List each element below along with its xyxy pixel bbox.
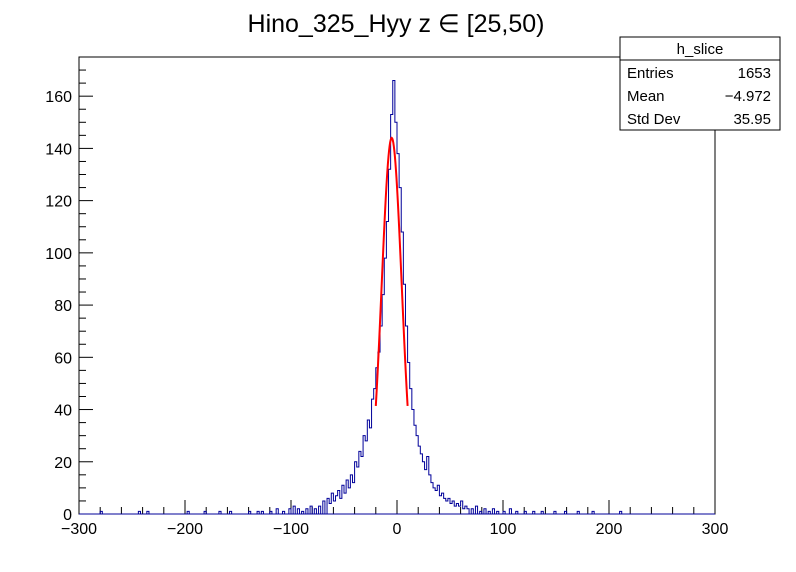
x-tick-label: −300 — [61, 521, 97, 538]
fit-curve — [374, 136, 409, 406]
stats-box: h_slice Entries 1653 Mean −4.972 Std Dev… — [619, 36, 781, 131]
y-tick-label: 140 — [45, 141, 72, 158]
y-tick-label: 160 — [45, 89, 72, 106]
stats-mean-label: Mean — [627, 88, 665, 105]
y-tick-label: 120 — [45, 194, 72, 211]
stats-box-frame — [619, 36, 781, 131]
x-axis: −300 −200 −100 0 100 200 300 — [61, 500, 728, 538]
y-tick-label: 40 — [54, 403, 72, 420]
y-axis: 0 20 40 60 80 100 120 140 160 — [45, 56, 93, 524]
chart-title: Hino_325_Hyy z ∈ [25,50) — [248, 10, 545, 38]
x-tick-label: 0 — [393, 521, 402, 538]
stats-entries-value: 1653 — [738, 65, 771, 82]
chart-title-range: [25,50) — [460, 10, 545, 38]
stats-mean-value: −4.972 — [725, 88, 771, 105]
stats-title: h_slice — [677, 41, 724, 58]
y-tick-label: 0 — [63, 507, 72, 524]
gaussian-fit — [374, 136, 409, 406]
y-tick-label: 80 — [54, 298, 72, 315]
y-tick-label: 20 — [54, 455, 72, 472]
stats-entries-label: Entries — [627, 65, 674, 82]
x-tick-label: −100 — [273, 521, 309, 538]
y-tick-label: 60 — [54, 350, 72, 367]
histogram-series — [79, 80, 715, 515]
x-tick-label: −200 — [167, 521, 203, 538]
stats-stddev-label: Std Dev — [627, 111, 681, 128]
x-tick-label: 200 — [596, 521, 623, 538]
y-tick-label: 100 — [45, 246, 72, 263]
histogram-line — [99, 80, 681, 515]
chart-title-symbol: ∈ — [438, 10, 460, 38]
chart-title-main: Hino_325_Hyy z — [248, 10, 438, 38]
x-tick-label: 100 — [490, 521, 517, 538]
stats-stddev-value: 35.95 — [733, 111, 771, 128]
x-tick-label: 300 — [702, 521, 729, 538]
